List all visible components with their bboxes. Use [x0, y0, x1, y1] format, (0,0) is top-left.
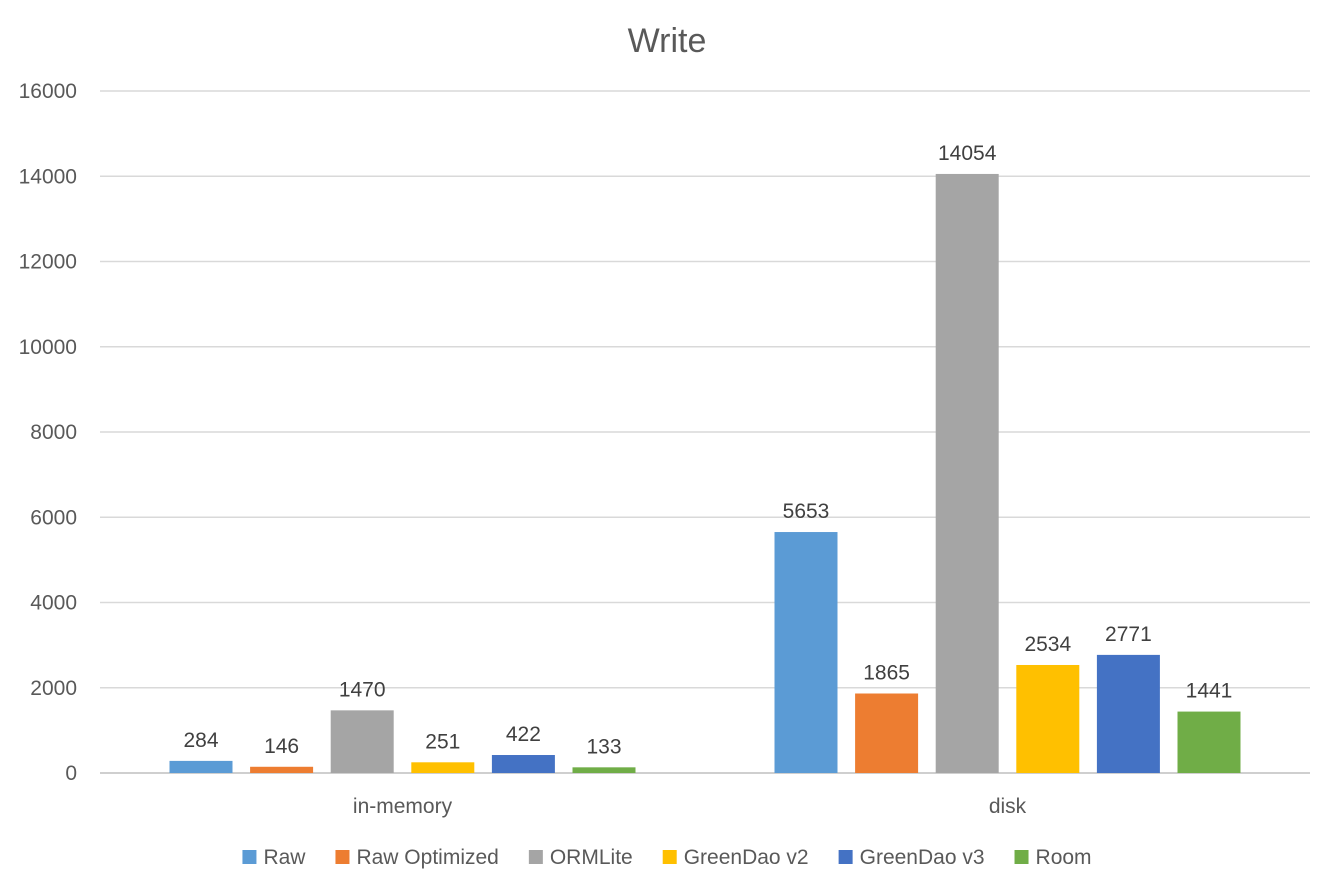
legend-item: Raw	[242, 846, 306, 869]
legend-swatch	[838, 850, 853, 864]
legend-swatch	[662, 850, 677, 864]
bar	[411, 762, 475, 773]
bar	[935, 173, 999, 774]
bar	[774, 532, 838, 773]
bar	[250, 766, 314, 773]
bars	[169, 173, 1241, 774]
y-tick-label: 10000	[19, 336, 77, 359]
data-label: 251	[425, 730, 460, 753]
bar	[855, 693, 919, 773]
gridlines	[100, 90, 1310, 774]
data-label: 1441	[1186, 680, 1233, 703]
legend: Raw Raw Optimized ORMLite GreenDao v2 GreenD…	[242, 846, 1092, 869]
bar	[169, 760, 233, 773]
bar	[491, 755, 555, 773]
y-tick-label: 8000	[30, 421, 77, 444]
legend-item: GreenDao v3	[838, 846, 985, 869]
y-tick-label: 16000	[19, 80, 77, 103]
data-label: 133	[586, 735, 621, 758]
y-tick-label: 14000	[19, 165, 77, 188]
legend-item: GreenDao v2	[662, 846, 809, 869]
data-label: 2771	[1105, 623, 1152, 646]
bar	[1177, 711, 1241, 773]
data-label: 1865	[863, 662, 910, 685]
bar	[330, 710, 394, 773]
data-label: 5653	[783, 500, 830, 523]
legend-label: Raw	[263, 846, 306, 869]
y-tick-label: 2000	[30, 677, 77, 700]
legend-swatch	[528, 850, 543, 864]
data-label: 2534	[1024, 633, 1071, 656]
y-tick-label: 0	[65, 762, 77, 785]
legend-label: Room	[1036, 846, 1092, 869]
legend-label: GreenDao v3	[860, 846, 985, 869]
data-labels: 284 146 1470 251 422 133 5653 1865 14054 2534 2771…	[183, 142, 1232, 758]
data-label: 146	[264, 735, 299, 758]
legend-item: Room	[1014, 846, 1092, 869]
data-label: 422	[506, 723, 541, 746]
x-axis-ticks: in-memory disk	[353, 795, 1027, 818]
x-tick-label: disk	[989, 795, 1027, 818]
legend-swatch	[242, 850, 257, 864]
y-axis-ticks: 0 2000 4000 6000 8000 10000 12000 14000 16000	[19, 80, 77, 785]
legend-label: ORMLite	[550, 846, 633, 869]
y-tick-label: 6000	[30, 506, 77, 529]
legend-item: Raw Optimized	[335, 846, 499, 869]
legend-label: Raw Optimized	[356, 846, 498, 869]
data-label: 14054	[938, 142, 997, 165]
chart-title: Write	[628, 22, 707, 60]
data-label: 284	[183, 729, 218, 752]
x-tick-label: in-memory	[353, 795, 453, 818]
legend-label: GreenDao v2	[684, 846, 809, 869]
y-tick-label: 4000	[30, 592, 77, 615]
y-tick-label: 12000	[19, 251, 77, 274]
bar	[572, 767, 636, 773]
legend-swatch	[335, 850, 350, 864]
bar	[1016, 664, 1080, 773]
legend-swatch	[1014, 850, 1029, 864]
bar	[1096, 654, 1160, 773]
data-label: 1470	[339, 678, 386, 701]
legend-item: ORMLite	[528, 846, 633, 869]
